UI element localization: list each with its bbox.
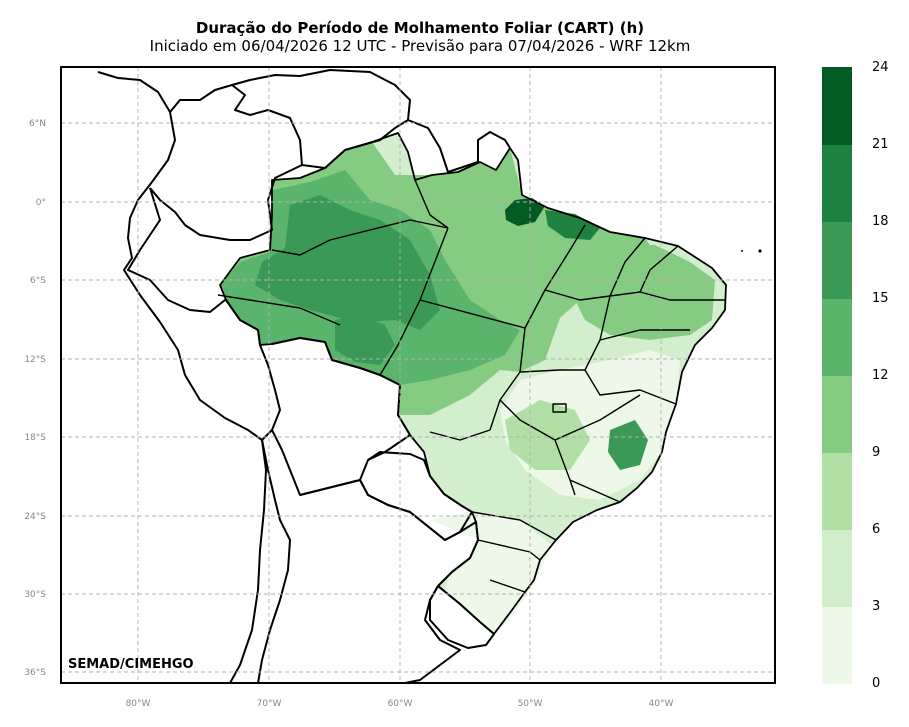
rondonia-wet-fill xyxy=(335,315,395,365)
colorbar-tick-label: 18 xyxy=(872,214,889,229)
colorbar-tick-label: 3 xyxy=(872,599,881,614)
island-marker-small xyxy=(741,250,743,252)
lat-label: 36°S xyxy=(24,668,46,678)
colorbar-segment xyxy=(822,298,852,376)
colorbar-segment xyxy=(822,606,852,684)
amazon-core-fill xyxy=(255,195,440,330)
colorbar-tick-label: 6 xyxy=(872,522,881,537)
lon-labels: 80°W 70°W 60°W 50°W 40°W xyxy=(126,699,674,709)
colorbar-tick-label: 9 xyxy=(872,445,881,460)
colorbar-segment xyxy=(822,67,852,145)
minas-wet-fill xyxy=(608,420,648,470)
gridlines xyxy=(61,67,775,683)
colorbar-segment xyxy=(822,529,852,607)
lat-label: 30°S xyxy=(24,590,46,600)
map-frame xyxy=(60,66,776,684)
chile-border xyxy=(257,439,291,683)
lat-label: 6°S xyxy=(30,276,46,286)
lon-label: 70°W xyxy=(257,699,282,709)
lon-label: 50°W xyxy=(518,699,543,709)
brazil-field xyxy=(220,133,726,634)
chart-title: Duração do Período de Molhamento Foliar … xyxy=(195,19,645,37)
island-marker xyxy=(758,249,762,253)
brazil-borders xyxy=(217,132,727,635)
lat-label: 6°N xyxy=(29,119,46,129)
brazil-outline xyxy=(219,132,727,635)
amapa-dark-fill xyxy=(505,198,545,226)
guyana-suriname-border xyxy=(407,119,511,173)
lon-label: 80°W xyxy=(126,699,151,709)
south-pale-fill xyxy=(430,512,552,632)
lat-label: 0° xyxy=(36,198,46,208)
colorbar-segment xyxy=(822,144,852,222)
lat-labels: 6°N 0° 6°S 12°S 18°S 24°S 30°S 36°S xyxy=(24,119,46,678)
lon-label: 40°W xyxy=(649,699,674,709)
colorbar-tick-label: 15 xyxy=(872,291,889,306)
south-america-coast xyxy=(97,71,267,683)
lat-label: 12°S xyxy=(24,355,46,365)
df-box xyxy=(552,403,567,413)
state-lines xyxy=(217,179,725,593)
chart-subtitle: Iniciado em 06/04/2026 12 UTC - Previsão… xyxy=(149,37,691,55)
lon-label: 60°W xyxy=(388,699,413,709)
lat-label: 18°S xyxy=(24,433,46,443)
colorbar-tick-label: 0 xyxy=(872,676,881,691)
credit-text: SEMAD/CIMEHGO xyxy=(68,657,194,672)
colorbar-segment xyxy=(822,221,852,299)
colombia-border xyxy=(149,84,303,241)
colorbar-tick-label: 12 xyxy=(872,368,889,383)
lat-label: 24°S xyxy=(24,512,46,522)
para-coast-fill xyxy=(545,210,600,240)
colorbar-segment xyxy=(822,375,852,453)
colorbar-segment xyxy=(822,452,852,530)
colorbar-tick-label: 24 xyxy=(872,60,889,75)
colorbar-tick-label: 21 xyxy=(872,137,889,152)
colorbar xyxy=(822,67,852,684)
